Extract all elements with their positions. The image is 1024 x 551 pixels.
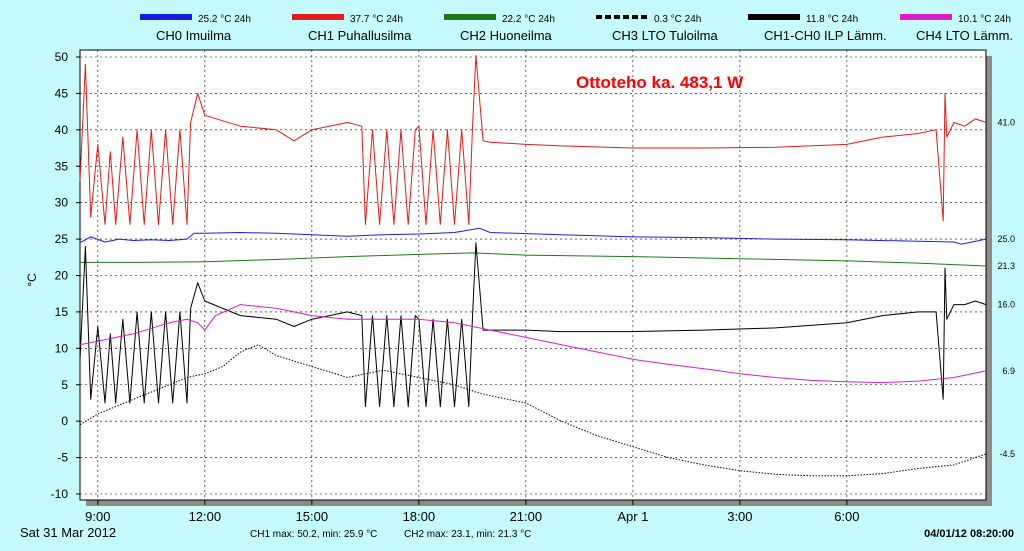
legend-name-ch5: CH4 LTO Lämm. <box>916 28 1013 43</box>
legend-value-ch3: 0.3 °C 24h <box>654 14 701 25</box>
y-tick-label: 5 <box>61 378 68 392</box>
series-layer <box>79 55 987 477</box>
end-value-label: 41.0 <box>997 118 1015 128</box>
x-tick-label: 9:00 <box>85 509 110 524</box>
legend-name-ch4: CH1-CH0 ILP Lämm. <box>764 28 887 43</box>
x-tick-label: 18:00 <box>403 509 436 524</box>
date-left: Sat 31 Mar 2012 <box>20 525 116 540</box>
legend-swatch-ch0 <box>140 14 192 20</box>
series-line-ch5 <box>79 304 987 384</box>
y-tick-label: 40 <box>55 123 69 137</box>
y-tick-label: 50 <box>55 50 69 64</box>
grid <box>80 50 986 500</box>
x-tick-label: 21:00 <box>510 509 543 524</box>
end-value-label: 21.3 <box>997 261 1015 271</box>
legend-value-ch1: 37.7 °C 24h <box>350 14 403 25</box>
y-tick-label: 45 <box>55 86 69 100</box>
legend-swatch-dash <box>605 15 611 19</box>
legend-name-ch3: CH3 LTO Tuloilma <box>612 28 718 43</box>
legend-swatch-dash <box>623 15 629 19</box>
legend-name-ch2: CH2 Huoneilma <box>460 28 553 43</box>
series-line-ch0 <box>79 227 987 245</box>
plot-area <box>79 49 987 501</box>
y-tick-label: 20 <box>55 269 69 283</box>
end-value-label: 25.0 <box>997 234 1015 244</box>
annotation-text: Ottoteho ka. 483,1 W <box>576 73 744 92</box>
legend-swatch-dash <box>641 15 647 19</box>
legend-swatch-ch1 <box>292 14 344 20</box>
y-tick-label: 30 <box>55 196 69 210</box>
series-line-ch4 <box>79 242 987 408</box>
x-tick-label: 12:00 <box>189 509 222 524</box>
end-value-label: 16.0 <box>997 300 1015 310</box>
y-tick-label: 0 <box>61 414 68 428</box>
x-axis: 9:00 12:00 15:00 18:00 21:00 Apr 1 3:00 6:00 <box>85 500 860 524</box>
y-tick-label: 10 <box>55 341 69 355</box>
legend-value-ch2: 22.2 °C 24h <box>502 14 555 25</box>
legend-swatch-dash <box>614 15 620 19</box>
x-tick-label: 15:00 <box>296 509 329 524</box>
end-value-label: -4.5 <box>999 449 1015 459</box>
date-right: 04/01/12 08:20:00 <box>924 528 1014 540</box>
legend-value-ch4: 11.8 °C 24h <box>806 14 858 25</box>
footer-ch2-stats: CH2 max: 23.1, min: 21.3 °C <box>404 529 531 540</box>
y-tick-label: 35 <box>55 159 69 173</box>
y-tick-label: -5 <box>57 451 68 465</box>
y-tick-label: 15 <box>55 305 69 319</box>
series-line-ch3 <box>79 344 987 477</box>
y-tick-label: 25 <box>55 232 69 246</box>
y-axis-label: °C <box>25 273 39 287</box>
legend-swatch-dash <box>632 15 638 19</box>
legend-swatch-ch3 <box>596 15 647 19</box>
legend-name-ch0: CH0 Imuilma <box>156 28 232 43</box>
end-values: 41.0 25.0 21.3 16.0 6.9 -4.5 <box>997 118 1015 459</box>
legend-swatch-dash <box>596 15 602 19</box>
legend-swatch-ch4 <box>748 14 800 20</box>
series-line-ch1 <box>79 55 987 225</box>
legend: 25.2 °C 24h CH0 Imuilma 37.7 °C 24h CH1 Puh… <box>140 14 1013 43</box>
legend-value-ch5: 10.1 °C 24h <box>958 14 1011 25</box>
legend-name-ch1: CH1 Puhallusilma <box>308 28 412 43</box>
series-line-ch2 <box>80 252 987 267</box>
x-tick-label: Apr 1 <box>617 509 648 524</box>
legend-swatch-ch5 <box>900 14 952 20</box>
y-tick-label: -10 <box>51 487 69 501</box>
x-tick-label: 6:00 <box>834 509 859 524</box>
x-tick-label: 3:00 <box>727 509 752 524</box>
end-value-label: 6.9 <box>1002 366 1015 376</box>
legend-value-ch0: 25.2 °C 24h <box>198 14 251 25</box>
legend-swatch-ch2 <box>444 14 496 20</box>
footer-ch1-stats: CH1 max: 50.2, min: 25.9 °C <box>250 529 377 540</box>
